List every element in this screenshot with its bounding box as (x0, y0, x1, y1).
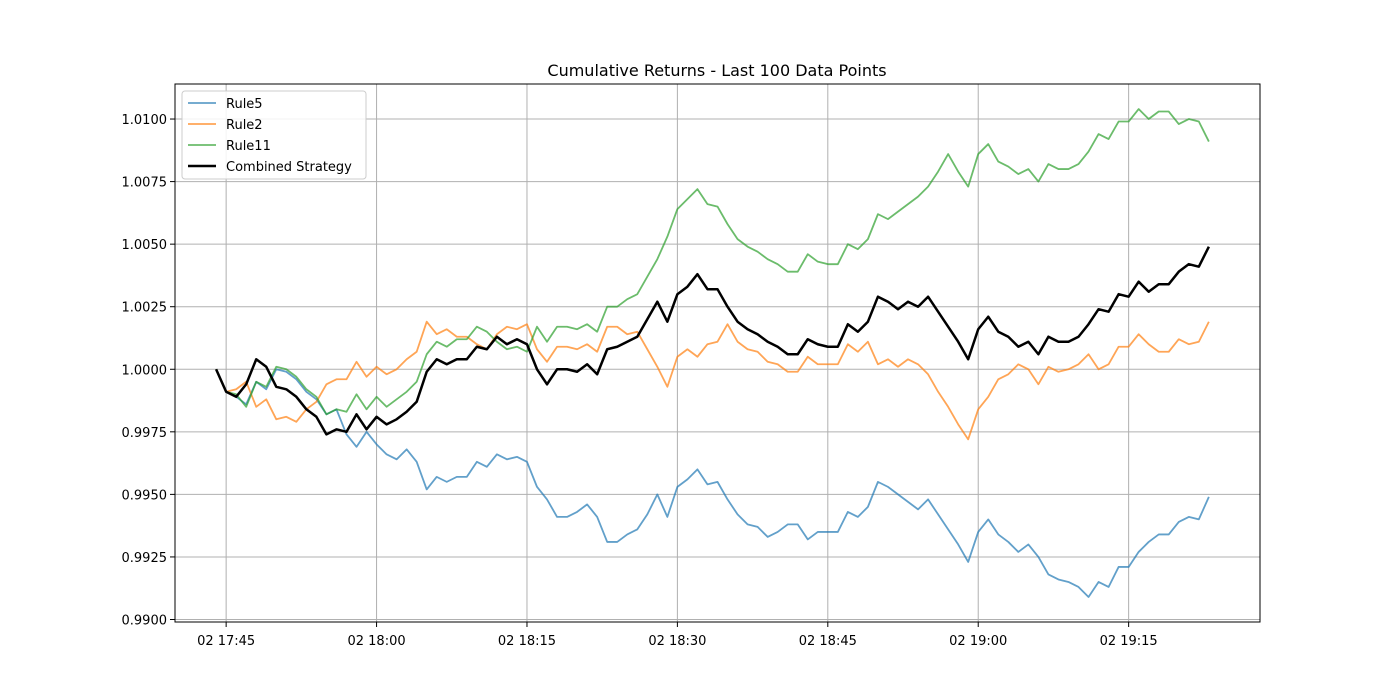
y-tick-label: 0.9950 (122, 488, 168, 503)
series-lines (214, 108, 1210, 598)
axes-ticks: 02 17:45 02 18:00 02 18:15 02 18:30 02 18:45… (122, 113, 1158, 649)
series-line-rule11 (215, 108, 1210, 416)
plot-frame (174, 83, 1261, 623)
y-tick-label: 1.0025 (122, 301, 168, 316)
y-tick-label: 0.9900 (122, 613, 168, 628)
x-tick-label: 02 18:00 (347, 634, 405, 649)
legend-box (181, 90, 367, 180)
x-tick-label: 02 18:15 (498, 634, 556, 649)
series-line-rule5 (215, 368, 1210, 598)
y-tick-label: 0.9925 (122, 551, 168, 566)
legend-label: Rule5 (226, 97, 263, 112)
legend-label: Rule11 (226, 139, 271, 154)
y-tick-label: 1.0075 (122, 176, 168, 191)
x-tick-label: 02 18:30 (648, 634, 706, 649)
y-tick-label: 1.0000 (122, 363, 168, 378)
y-tick-label: 0.9975 (122, 426, 168, 441)
x-tick-label: 02 19:00 (949, 634, 1007, 649)
y-tick-label: 1.0050 (122, 238, 168, 253)
legend: Rule5 Rule2 Rule11 Combined Strategy (181, 90, 367, 180)
legend-label: Combined Strategy (226, 160, 352, 175)
x-tick-label: 02 19:15 (1100, 634, 1158, 649)
chart-title: Cumulative Returns - Last 100 Data Point… (547, 61, 886, 80)
legend-label: Rule2 (226, 118, 263, 133)
y-tick-label: 1.0100 (122, 113, 168, 128)
x-tick-label: 02 17:45 (197, 634, 255, 649)
series-line-rule2 (215, 320, 1210, 441)
series-line-combined-strategy (214, 246, 1210, 436)
x-tick-label: 02 18:45 (799, 634, 857, 649)
grid-lines (175, 84, 1260, 622)
